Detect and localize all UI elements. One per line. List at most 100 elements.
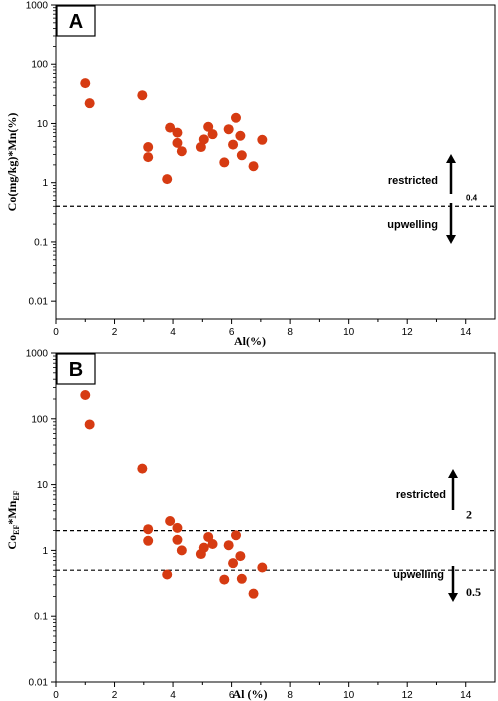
panel-b: 0 2 4 6 8 10 12 14 0.01 0.1 1 10 100 1000 B restrict…	[5, 349, 496, 701]
data-point	[207, 129, 218, 140]
panel-a-y-axis-title: Co(mg/kg)*Mn(%)	[5, 113, 19, 212]
panel-b-points	[80, 389, 268, 599]
x-tick-label: 12	[402, 690, 414, 701]
data-point	[80, 78, 91, 89]
panel-b-up-arrow	[448, 469, 458, 510]
x-tick-label: 8	[287, 690, 293, 701]
panel-a-upwelling-label: upwelling	[387, 219, 438, 231]
x-tick-label: 0	[53, 327, 59, 338]
y-tick-label: 10	[37, 480, 49, 491]
panel-a: 0 2 4 6 8 10 12 14 0.01 0.1 1 10 100 1000 A restrict…	[5, 1, 496, 348]
panel-a-up-arrow	[446, 154, 456, 194]
data-point	[137, 90, 148, 101]
panel-b-down-arrow	[448, 566, 458, 602]
data-point	[257, 562, 268, 573]
data-point	[248, 161, 259, 172]
panel-b-y-axis-title-mid: *Mn	[5, 500, 19, 524]
x-tick-label: 2	[112, 327, 118, 338]
panel-a-restricted-label: restricted	[388, 175, 438, 187]
data-point	[219, 157, 230, 168]
data-point	[176, 146, 187, 157]
data-point	[236, 573, 247, 584]
panel-a-x-axis-title: Al(%)	[234, 334, 266, 348]
panel-b-y-axis-title-main: Co	[5, 535, 19, 550]
panel-b-x-tick-labels: 0 2 4 6 8 10 12 14	[53, 690, 472, 701]
data-point	[236, 150, 247, 161]
y-tick-label: 10	[37, 119, 49, 130]
panel-b-plot-frame	[55, 352, 496, 683]
data-point	[176, 545, 187, 556]
y-tick-label: 0.01	[29, 678, 49, 689]
panel-a-label: A	[69, 11, 83, 33]
y-tick-label: 1000	[26, 349, 49, 360]
panel-a-y-tick-labels: 0.01 0.1 1 10 100 1000	[26, 1, 49, 308]
data-point	[162, 569, 173, 580]
data-point	[228, 139, 239, 150]
data-point	[143, 142, 154, 153]
data-point	[143, 152, 154, 163]
panel-b-threshold-label-lower: 0.5	[466, 585, 481, 599]
panel-b-y-axis-title-sub2: EF	[12, 490, 21, 500]
data-point	[162, 174, 173, 185]
data-point	[257, 134, 268, 145]
data-point	[172, 127, 183, 138]
data-point	[84, 98, 95, 109]
data-point	[143, 524, 154, 535]
panel-b-threshold-label-upper: 2	[466, 508, 472, 522]
panel-b-upwelling-label: upwelling	[393, 569, 444, 581]
data-point	[165, 515, 176, 526]
y-tick-label: 1	[42, 178, 48, 189]
y-tick-label: 1000	[26, 1, 49, 12]
x-tick-label: 4	[170, 690, 176, 701]
panel-b-restricted-label: restricted	[396, 489, 446, 501]
x-tick-label: 10	[343, 690, 355, 701]
data-point	[203, 121, 214, 132]
panel-a-x-tick-labels: 0 2 4 6 8 10 12 14	[53, 327, 472, 338]
x-tick-label: 14	[460, 690, 472, 701]
data-point	[235, 551, 246, 562]
y-tick-label: 0.01	[29, 297, 49, 308]
x-tick-label: 10	[343, 327, 355, 338]
data-point	[235, 130, 246, 141]
y-tick-label: 0.1	[34, 612, 48, 623]
data-point	[143, 535, 154, 546]
data-point	[172, 534, 183, 545]
panel-a-y-ticks	[51, 4, 56, 302]
x-tick-label: 14	[460, 327, 472, 338]
panel-a-label-box	[56, 5, 96, 37]
data-point	[223, 124, 234, 135]
data-point	[230, 112, 241, 123]
x-tick-label: 4	[170, 327, 176, 338]
panel-b-x-ticks	[55, 682, 467, 687]
data-point	[137, 463, 148, 474]
data-point	[230, 530, 241, 541]
panel-b-y-axis-title: CoEF*MnEF	[5, 490, 21, 549]
data-point	[198, 542, 209, 553]
y-tick-label: 100	[31, 414, 48, 425]
data-point	[172, 522, 183, 533]
panel-b-y-tick-labels: 0.01 0.1 1 10 100 1000	[26, 349, 49, 689]
panel-a-down-arrow	[446, 203, 456, 244]
data-point	[198, 134, 209, 145]
y-tick-label: 100	[31, 60, 48, 71]
x-tick-label: 0	[53, 690, 59, 701]
x-tick-label: 12	[402, 327, 414, 338]
y-tick-label: 1	[42, 546, 48, 557]
panel-b-label: B	[69, 359, 83, 381]
data-point	[248, 588, 259, 599]
data-point	[207, 539, 218, 550]
x-tick-label: 2	[112, 690, 118, 701]
data-point	[223, 540, 234, 551]
y-tick-label: 0.1	[34, 237, 48, 248]
data-point	[195, 142, 206, 153]
panel-b-y-axis-title-sub1: EF	[12, 525, 21, 535]
data-point	[80, 389, 91, 400]
data-point	[219, 574, 230, 585]
x-tick-label: 6	[229, 327, 235, 338]
panel-a-plot-frame	[55, 4, 496, 320]
panel-b-label-box	[56, 353, 96, 385]
panel-a-points	[80, 78, 268, 185]
panel-b-y-ticks	[51, 352, 56, 683]
